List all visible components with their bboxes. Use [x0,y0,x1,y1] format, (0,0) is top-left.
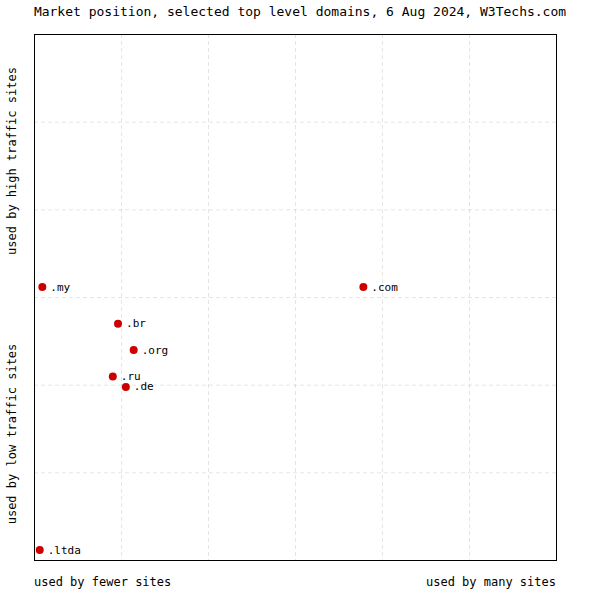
svg-text:.ru: .ru [120,369,141,383]
svg-text:.de: .de [134,380,154,393]
svg-text:.my: .my [50,281,70,294]
html-text:Market position, selected top: Market position, selected top level doma… [33,4,567,19]
svg-text:.ltda: .ltda [48,544,81,557]
svg-text:.com: .com [371,281,398,294]
html-text:used by fewer sites: used by fewer sites [34,575,172,589]
html-text:used by many sites: used by many sites [426,575,556,589]
svg-text:.br: .br [126,317,146,330]
html-text:used by low traffic sites: used by low traffic sites [5,343,19,524]
html-text:used by high traffic sites: used by high traffic sites [5,66,19,255]
svg-text:.org: .org [142,344,169,357]
